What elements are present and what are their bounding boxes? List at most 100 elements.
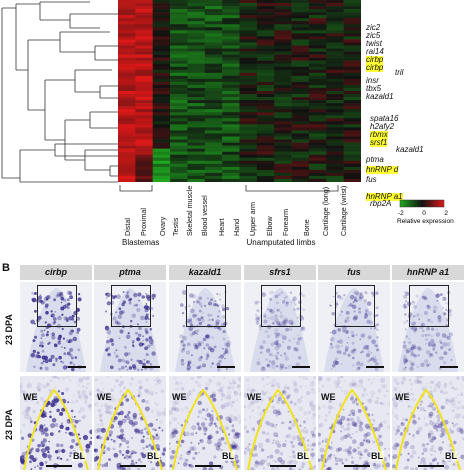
heatmap-cell <box>343 69 361 74</box>
heatmap-cell <box>204 3 223 7</box>
heatmap-cell <box>187 0 206 4</box>
heatmap-cell <box>239 36 258 40</box>
heatmap-cell <box>343 39 361 43</box>
heatmap-cell <box>187 45 206 49</box>
heatmap-cell <box>222 100 240 104</box>
heatmap-cell <box>291 63 310 68</box>
heatmap-cell <box>170 78 188 83</box>
heatmap-cell <box>135 33 154 37</box>
heatmap-cell <box>152 36 171 40</box>
heatmap-cell <box>118 57 136 61</box>
heatmap-cell <box>326 21 344 25</box>
heatmap-cell <box>308 51 327 55</box>
colorbar <box>399 199 445 208</box>
heatmap-cell <box>256 12 275 16</box>
heatmap-cell <box>170 115 188 119</box>
heatmap-cell <box>204 103 223 107</box>
heatmap-cell <box>152 27 171 31</box>
heatmap-cell <box>187 151 206 155</box>
heatmap-cell <box>326 63 344 68</box>
heatmap-cell <box>343 163 361 168</box>
heatmap-cell <box>204 172 223 177</box>
heatmap-cell <box>187 166 206 171</box>
heatmap-cell <box>118 148 136 152</box>
heatmap-cell <box>239 175 258 180</box>
heatmap-cell <box>291 97 310 101</box>
heatmap-cell <box>343 121 361 125</box>
heatmap-cell <box>222 148 240 152</box>
heatmap-cell <box>274 39 292 43</box>
heatmap-cell <box>326 133 344 137</box>
heatmap-cell <box>187 51 206 55</box>
zoom-region-box <box>111 285 151 327</box>
heatmap-cell <box>343 109 361 113</box>
heatmap-cell <box>118 145 136 149</box>
heatmap-cell <box>152 100 171 104</box>
heatmap-cell <box>135 30 154 34</box>
heatmap-cell <box>152 78 171 83</box>
colorbar-tick: 2 <box>444 210 448 217</box>
heatmap-cell <box>343 33 361 37</box>
heatmap-cell <box>204 45 223 49</box>
heatmap-cell <box>187 15 206 19</box>
heatmap-cell <box>187 133 206 137</box>
heatmap-cell <box>170 18 188 22</box>
heatmap-cell <box>118 30 136 34</box>
gene-label: hnRNP d <box>366 165 399 174</box>
heatmap-cell <box>274 121 292 125</box>
heatmap-cell <box>274 112 292 116</box>
heatmap-cell <box>308 97 327 101</box>
heatmap-cell <box>152 84 171 89</box>
heatmap-cell <box>170 84 188 89</box>
heatmap-cell <box>204 12 223 16</box>
heatmap-cell <box>187 109 206 113</box>
heatmap-cell <box>187 87 206 92</box>
heatmap-cell <box>135 151 154 155</box>
heatmap-cell <box>204 124 223 128</box>
heatmap-cell <box>222 54 240 58</box>
heatmap-cell <box>291 145 310 149</box>
gene-label: kazald1 <box>396 145 424 154</box>
column-label: Testis <box>171 217 180 236</box>
heatmap-cell <box>204 18 223 22</box>
heatmap-cell <box>204 0 223 4</box>
dendrogram <box>1 1 118 183</box>
heatmap-cell <box>222 72 240 77</box>
heatmap-cell <box>187 21 206 25</box>
heatmap-cell <box>222 139 240 143</box>
heatmap-cell <box>135 166 154 171</box>
heatmap-cell <box>239 51 258 55</box>
gene-label: fus <box>366 175 377 184</box>
heatmap-cell <box>118 69 136 74</box>
heatmap-cell <box>274 169 292 174</box>
heatmap-cell <box>170 106 188 110</box>
heatmap-cell <box>256 112 275 116</box>
heatmap-cell <box>343 81 361 86</box>
heatmap-cell <box>222 145 240 149</box>
heatmap-cell <box>308 175 327 180</box>
heatmap-cell <box>343 27 361 31</box>
heatmap-cell <box>239 69 258 74</box>
heatmap-cell <box>343 154 361 159</box>
heatmap-cell <box>239 97 258 101</box>
heatmap-cell <box>135 160 154 165</box>
heatmap-cell <box>118 91 136 95</box>
heatmap-cell <box>187 178 206 182</box>
heatmap-cell <box>256 148 275 152</box>
heatmap-cell <box>152 51 171 55</box>
heatmap-cell <box>308 163 327 168</box>
heatmap-cell <box>343 63 361 68</box>
section-image-overview <box>169 282 241 372</box>
heatmap-cell <box>239 33 258 37</box>
heatmap-cell <box>256 57 275 61</box>
heatmap-cell <box>204 169 223 174</box>
heatmap-cell <box>135 133 154 137</box>
heatmap-cell <box>187 84 206 89</box>
heatmap-cell <box>343 21 361 25</box>
heatmap-cell <box>204 21 223 25</box>
heatmap-cell <box>118 63 136 68</box>
heatmap-cell <box>274 163 292 168</box>
heatmap-cell <box>343 169 361 174</box>
heatmap-cell <box>291 100 310 104</box>
heatmap-cell <box>152 112 171 116</box>
